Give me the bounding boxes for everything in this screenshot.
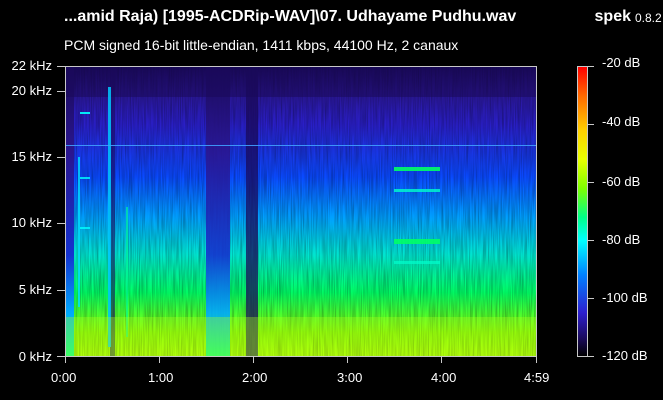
x-tick — [253, 357, 254, 363]
db-tick — [588, 298, 594, 299]
x-tick — [159, 357, 160, 363]
x-tick — [347, 357, 348, 363]
app-version: 0.8.2 — [635, 11, 662, 25]
y-label-15khz: 15 kHz — [11, 149, 52, 164]
db-label-minus60: -60 dB — [602, 174, 641, 189]
y-tick — [57, 223, 65, 224]
x-tick — [441, 357, 442, 363]
y-label-5khz: 5 kHz — [18, 282, 52, 297]
db-tick — [588, 66, 594, 67]
db-label-minus40: -40 dB — [602, 114, 641, 129]
file-title: ...amid Raja) [1995-ACDRip-WAV]\07. Udha… — [64, 8, 517, 25]
color-scale-bar — [577, 66, 588, 357]
db-tick — [588, 240, 594, 241]
y-label-0khz: 0 kHz — [18, 349, 52, 364]
x-label-2: 2:00 — [242, 370, 268, 385]
db-label-minus20: -20 dB — [602, 55, 641, 70]
app-name: spek — [594, 8, 631, 25]
x-label-5: 4:59 — [524, 370, 550, 385]
spectrogram-plot[interactable] — [65, 66, 537, 357]
y-tick — [57, 157, 65, 158]
db-label-minus120: -120 dB — [602, 348, 648, 363]
audio-info: PCM signed 16-bit little-endian, 1411 kb… — [64, 37, 459, 53]
y-tick — [57, 91, 65, 92]
db-label-minus100: -100 dB — [602, 290, 648, 305]
y-tick — [57, 290, 65, 291]
y-label-22khz: 22 kHz — [11, 58, 52, 73]
y-label-10khz: 10 kHz — [11, 215, 52, 230]
x-label-0: 0:00 — [51, 370, 77, 385]
db-tick — [588, 124, 594, 125]
x-label-4: 4:00 — [431, 370, 457, 385]
y-label-20khz: 20 kHz — [11, 83, 52, 98]
y-tick — [57, 356, 65, 357]
x-label-1: 1:00 — [148, 370, 174, 385]
y-tick — [57, 66, 65, 67]
x-tick — [65, 357, 66, 363]
db-tick — [588, 182, 594, 183]
x-tick — [536, 357, 537, 363]
spectrogram-image — [66, 67, 536, 356]
db-label-minus80: -80 dB — [602, 232, 641, 247]
db-tick — [588, 356, 594, 357]
x-label-3: 3:00 — [337, 370, 363, 385]
